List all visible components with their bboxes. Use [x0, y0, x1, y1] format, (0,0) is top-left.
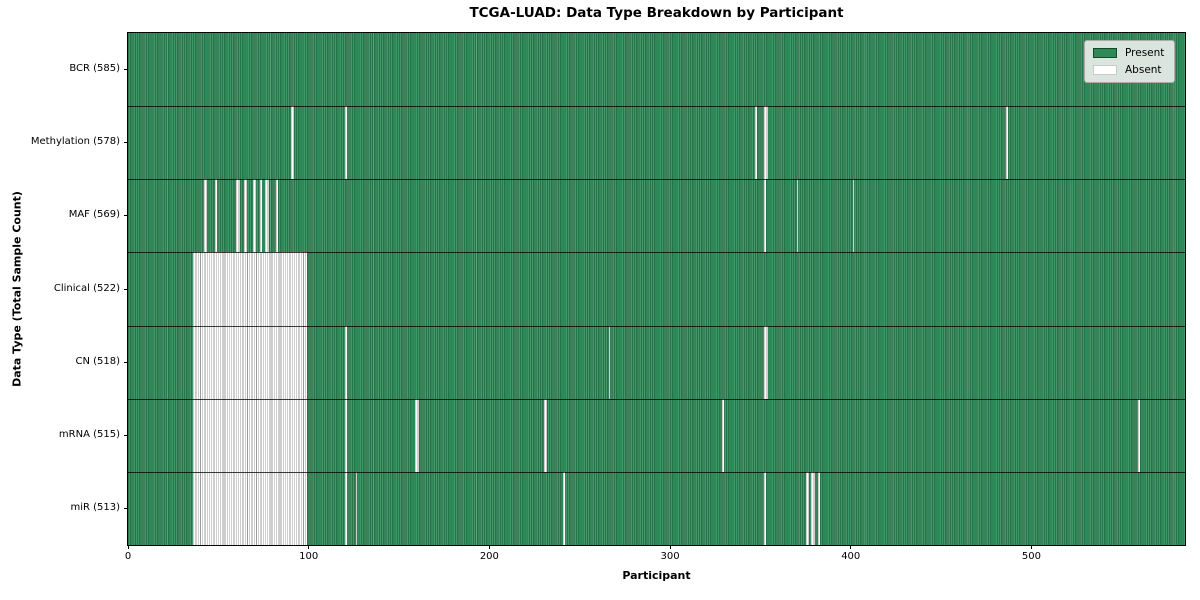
row-separator: [128, 106, 1185, 108]
y-tick-label: CN (518): [75, 355, 120, 367]
y-tick-mark: [124, 361, 128, 363]
y-tick-label: BCR (585): [69, 63, 120, 75]
x-tick-label: 200: [479, 551, 499, 562]
absent-stripe: [1006, 106, 1008, 180]
row-separator: [128, 471, 1185, 473]
absent-stripe: [290, 106, 295, 180]
x-tick-mark: [669, 545, 671, 549]
y-tick-mark: [124, 142, 128, 144]
heatmap-row-cn: [128, 325, 1185, 399]
absent-stripe: [543, 398, 548, 472]
x-tick-label: 100: [299, 551, 319, 562]
y-tick-mark: [124, 507, 128, 509]
present-swatch-icon: [1093, 48, 1117, 58]
absent-stripe: [818, 471, 820, 545]
x-axis-label: Participant: [622, 569, 691, 582]
x-tick-label: 500: [1021, 551, 1041, 562]
y-tick-label: MAF (569): [68, 209, 120, 221]
absent-stripe: [355, 471, 358, 545]
y-tick-label: Methylation (578): [30, 136, 120, 148]
absent-stripe: [764, 325, 768, 399]
y-tick-mark: [124, 215, 128, 217]
heatmap-row-mrna: [128, 398, 1185, 472]
absent-stripe: [1138, 398, 1140, 472]
heatmap-plot-area: [128, 33, 1185, 545]
heatmap-row-mir: [128, 471, 1185, 545]
heatmap-row-clinical: [128, 252, 1185, 326]
absent-stripe: [344, 106, 347, 180]
y-tick-label: mRNA (515): [58, 428, 120, 440]
absent-stripe: [193, 252, 307, 326]
absent-stripe: [764, 471, 766, 545]
absent-swatch-icon: [1093, 65, 1117, 75]
y-tick-label: Clinical (522): [53, 282, 120, 294]
absent-stripe: [722, 398, 725, 472]
absent-stripe: [563, 471, 566, 545]
absent-stripe: [259, 179, 262, 253]
absent-stripe: [344, 471, 347, 545]
absent-stripe: [243, 179, 248, 253]
row-separator: [128, 252, 1185, 254]
absent-stripe: [265, 179, 269, 253]
x-tick-mark: [308, 545, 310, 549]
absent-stripe: [193, 398, 307, 472]
absent-stripe: [608, 325, 611, 399]
absent-stripe: [415, 398, 419, 472]
legend: Present Absent: [1084, 40, 1176, 83]
x-tick-label: 300: [660, 551, 680, 562]
row-separator: [128, 398, 1185, 400]
x-tick-mark: [127, 545, 129, 549]
legend-absent-label: Absent: [1125, 64, 1162, 76]
legend-entry-present: Present: [1093, 47, 1164, 59]
heatmap-row-bcr: [128, 33, 1185, 107]
absent-stripe: [754, 106, 757, 180]
x-tick-mark: [850, 545, 852, 549]
x-tick-label: 0: [124, 551, 132, 562]
row-separator: [128, 325, 1185, 327]
absent-stripe: [203, 179, 208, 253]
x-tick-mark: [488, 545, 490, 549]
x-tick-label: 400: [841, 551, 861, 562]
absent-stripe: [344, 398, 347, 472]
absent-stripe: [214, 179, 217, 253]
absent-stripe: [810, 471, 815, 545]
absent-stripe: [764, 179, 766, 253]
absent-stripe: [764, 106, 768, 180]
absent-stripe: [344, 325, 347, 399]
absent-stripe: [193, 471, 307, 545]
chart-title: TCGA-LUAD: Data Type Breakdown by Partic…: [469, 5, 844, 21]
y-tick-label: miR (513): [70, 501, 120, 513]
x-tick-mark: [1030, 545, 1032, 549]
legend-present-label: Present: [1125, 47, 1165, 59]
absent-stripe: [805, 471, 810, 545]
y-tick-mark: [124, 434, 128, 436]
absent-stripe: [236, 179, 241, 253]
absent-stripe: [852, 179, 855, 253]
absent-stripe: [193, 325, 307, 399]
y-tick-mark: [124, 288, 128, 290]
absent-stripe: [276, 179, 278, 253]
heatmap-row-methylation: [128, 106, 1185, 180]
absent-stripe: [252, 179, 257, 253]
legend-entry-absent: Absent: [1093, 64, 1164, 76]
y-tick-mark: [124, 69, 128, 71]
heatmap-row-maf: [128, 179, 1185, 253]
absent-stripe: [796, 179, 799, 253]
row-separator: [128, 179, 1185, 181]
